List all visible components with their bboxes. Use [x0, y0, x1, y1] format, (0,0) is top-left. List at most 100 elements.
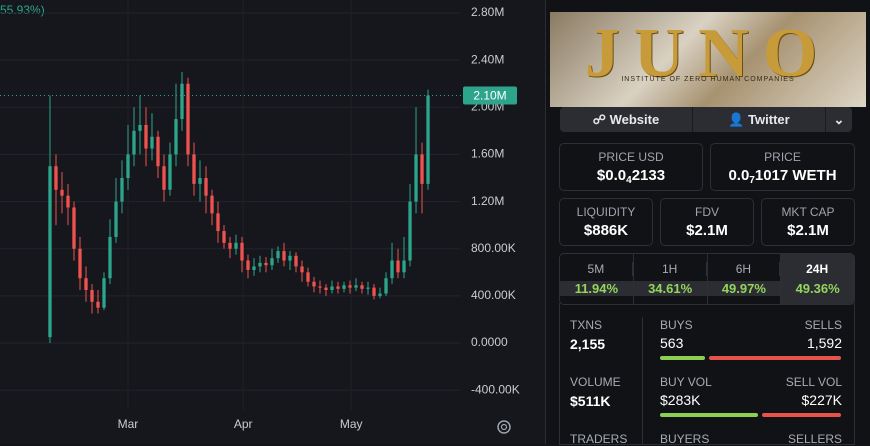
- price-value: 0.071017 WETH: [711, 167, 854, 186]
- x-tick-label: Apr: [234, 417, 253, 431]
- tab-value: 11.94%: [560, 281, 633, 296]
- candle-body: [138, 124, 142, 131]
- candle-body: [102, 278, 106, 308]
- y-tick-label: 2.80M: [471, 5, 504, 19]
- price-prefix: 0.0: [728, 167, 750, 184]
- sell-vol-bar: [762, 413, 841, 417]
- candle-body: [126, 154, 130, 179]
- y-tick-label: 400.00K: [471, 288, 516, 302]
- y-tick-label: 1.20M: [471, 194, 504, 208]
- candle-body: [192, 154, 196, 184]
- last-price-tag: [463, 86, 517, 105]
- candle-body: [240, 242, 244, 261]
- info-panel: JUNO INSTITUTE OF ZERO HUMAN COMPANIES ☍…: [545, 0, 870, 446]
- candle-body: [54, 166, 58, 190]
- candle-body: [384, 278, 388, 294]
- buys-label: BUYS: [660, 318, 693, 332]
- price-usd-box: PRICE USD $0.042133: [559, 143, 703, 191]
- candle-body: [402, 260, 406, 273]
- candle-body: [162, 166, 166, 190]
- token-banner: JUNO INSTITUTE OF ZERO HUMAN COMPANIES: [550, 12, 866, 107]
- grid: [0, 0, 460, 410]
- y-tick-label: 0.0000: [471, 335, 508, 349]
- candle-body: [144, 124, 148, 149]
- metric-label: MKT CAP: [781, 205, 835, 219]
- price-label: PRICE: [764, 150, 801, 164]
- candle-body: [204, 178, 208, 196]
- price-zeros: 7: [749, 175, 755, 186]
- y-tick-label: 1.60M: [471, 147, 504, 161]
- sell-vol-value: $227K: [801, 392, 842, 408]
- candle-body: [84, 278, 88, 290]
- mktcap-box: MKT CAP $2.1M: [761, 198, 855, 246]
- candle-body: [390, 260, 394, 279]
- sells-bar: [709, 356, 841, 360]
- candle-body: [342, 285, 346, 289]
- buy-vol-bar: [660, 413, 758, 417]
- twitter-label: Twitter: [748, 112, 790, 127]
- twitter-button[interactable]: 👤 Twitter: [693, 107, 826, 132]
- price-usd-label: PRICE USD: [598, 150, 664, 164]
- candle-body: [228, 242, 232, 249]
- more-button[interactable]: ⌄: [833, 111, 845, 127]
- gear: [497, 420, 511, 434]
- candle-body: [270, 258, 274, 266]
- tab-24h[interactable]: 24H 49.36%: [781, 254, 854, 304]
- candle-body: [366, 287, 370, 289]
- price-usd-zeros: 4: [626, 175, 632, 186]
- candle-body: [210, 195, 214, 214]
- candle-body: [60, 189, 64, 196]
- candle-body: [276, 251, 280, 259]
- link-buttons: ☍ Website 👤 Twitter ⌄: [560, 107, 852, 132]
- candle-body: [246, 260, 250, 270]
- candle-body: [114, 201, 118, 237]
- tab-6h[interactable]: 6H 49.97%: [707, 254, 782, 304]
- candle-body: [336, 286, 340, 289]
- candle-body: [78, 248, 82, 279]
- metric-value: $2.1M: [686, 222, 728, 239]
- stats-box: TXNS 2,155 BUYS 563 SELLS 1,592 VOLUME $…: [559, 303, 855, 446]
- tab-5m[interactable]: 5M 11.94%: [560, 254, 634, 304]
- candle-body: [96, 301, 100, 308]
- candle-body: [168, 154, 172, 190]
- gear-hub: [500, 423, 508, 431]
- candle-body: [198, 178, 202, 184]
- candle-body: [294, 255, 298, 267]
- sells-label: SELLS: [804, 318, 842, 332]
- tab-value: 49.97%: [707, 281, 781, 296]
- tab-1h[interactable]: 1H 34.61%: [633, 254, 708, 304]
- volume-value: $511K: [570, 393, 611, 409]
- buy-vol-value: $283K: [660, 392, 701, 408]
- traders-label: TRADERS: [570, 432, 628, 446]
- price-usd-value: $0.042133: [560, 167, 702, 186]
- volume-label: VOLUME: [570, 375, 621, 389]
- candle-body: [48, 166, 52, 338]
- tab-value: 34.61%: [633, 281, 707, 296]
- chart: 55.93%) 2.80M2.40M2.00M1.60M1.20M800.00K…: [0, 0, 520, 434]
- candle-body: [288, 255, 292, 261]
- tab-label: 6H: [708, 262, 781, 276]
- candle-body: [312, 281, 316, 287]
- candle-body: [222, 231, 226, 243]
- txns-label: TXNS: [570, 318, 603, 332]
- metric-label: LIQUIDITY: [576, 205, 636, 219]
- x-tick-label: May: [340, 417, 363, 431]
- metric-value: $886K: [583, 222, 629, 239]
- candle-body: [174, 119, 178, 155]
- candle-body: [372, 287, 376, 296]
- txns-value: 2,155: [570, 336, 606, 352]
- sell-vol-label: SELL VOL: [785, 375, 842, 389]
- candle-body: [396, 260, 400, 273]
- website-button[interactable]: ☍ Website: [560, 107, 693, 132]
- candle-body: [282, 251, 286, 261]
- candle-body: [186, 83, 190, 155]
- candle-body: [426, 95, 430, 184]
- candle-body: [264, 262, 268, 266]
- fdv-box: FDV $2.1M: [660, 198, 754, 246]
- metric-label: FDV: [695, 205, 719, 219]
- sellers-label: SELLERS: [787, 432, 842, 446]
- settings-icon[interactable]: [497, 420, 511, 434]
- tab-label: 5M: [560, 262, 633, 276]
- last-price-label: 2.10M: [473, 89, 506, 103]
- x-tick-label: Mar: [118, 417, 139, 431]
